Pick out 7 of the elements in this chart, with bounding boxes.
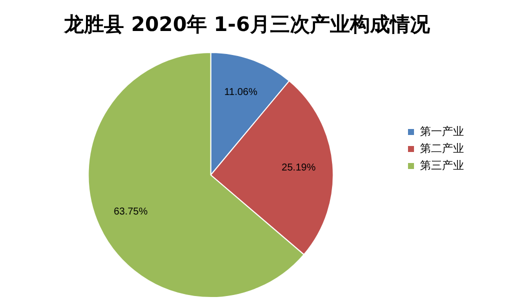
legend-label: 第二产业 [420,142,464,155]
data-label: 63.75% [114,206,148,218]
data-label: 25.19% [282,162,316,174]
data-label: 11.06% [224,86,258,98]
legend-label: 第三产业 [420,158,464,172]
legend-label: 第一产业 [420,124,464,138]
chart-title: 龙胜县 2020年 1-6月三次产业构成情况 [63,12,431,36]
